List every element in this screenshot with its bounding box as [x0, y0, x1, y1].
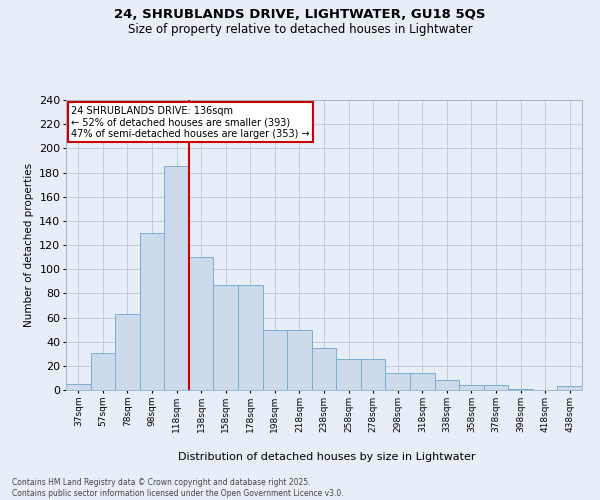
Bar [336, 358, 361, 390]
Bar [410, 373, 434, 390]
Text: Size of property relative to detached houses in Lightwater: Size of property relative to detached ho… [128, 22, 472, 36]
Bar [557, 386, 582, 390]
Bar [189, 257, 214, 390]
Bar [434, 380, 459, 390]
Text: 24 SHRUBLANDS DRIVE: 136sqm
← 52% of detached houses are smaller (393)
47% of se: 24 SHRUBLANDS DRIVE: 136sqm ← 52% of det… [71, 106, 310, 139]
Bar [312, 348, 336, 390]
Bar [91, 352, 115, 390]
Bar [164, 166, 189, 390]
Y-axis label: Number of detached properties: Number of detached properties [23, 163, 34, 327]
Bar [263, 330, 287, 390]
Bar [238, 285, 263, 390]
Text: Distribution of detached houses by size in Lightwater: Distribution of detached houses by size … [178, 452, 476, 462]
Bar [214, 285, 238, 390]
Text: Contains HM Land Registry data © Crown copyright and database right 2025.
Contai: Contains HM Land Registry data © Crown c… [12, 478, 344, 498]
Bar [361, 358, 385, 390]
Bar [385, 373, 410, 390]
Bar [459, 385, 484, 390]
Bar [287, 330, 312, 390]
Bar [508, 389, 533, 390]
Bar [115, 314, 140, 390]
Bar [66, 384, 91, 390]
Bar [140, 233, 164, 390]
Bar [484, 385, 508, 390]
Text: 24, SHRUBLANDS DRIVE, LIGHTWATER, GU18 5QS: 24, SHRUBLANDS DRIVE, LIGHTWATER, GU18 5… [114, 8, 486, 20]
